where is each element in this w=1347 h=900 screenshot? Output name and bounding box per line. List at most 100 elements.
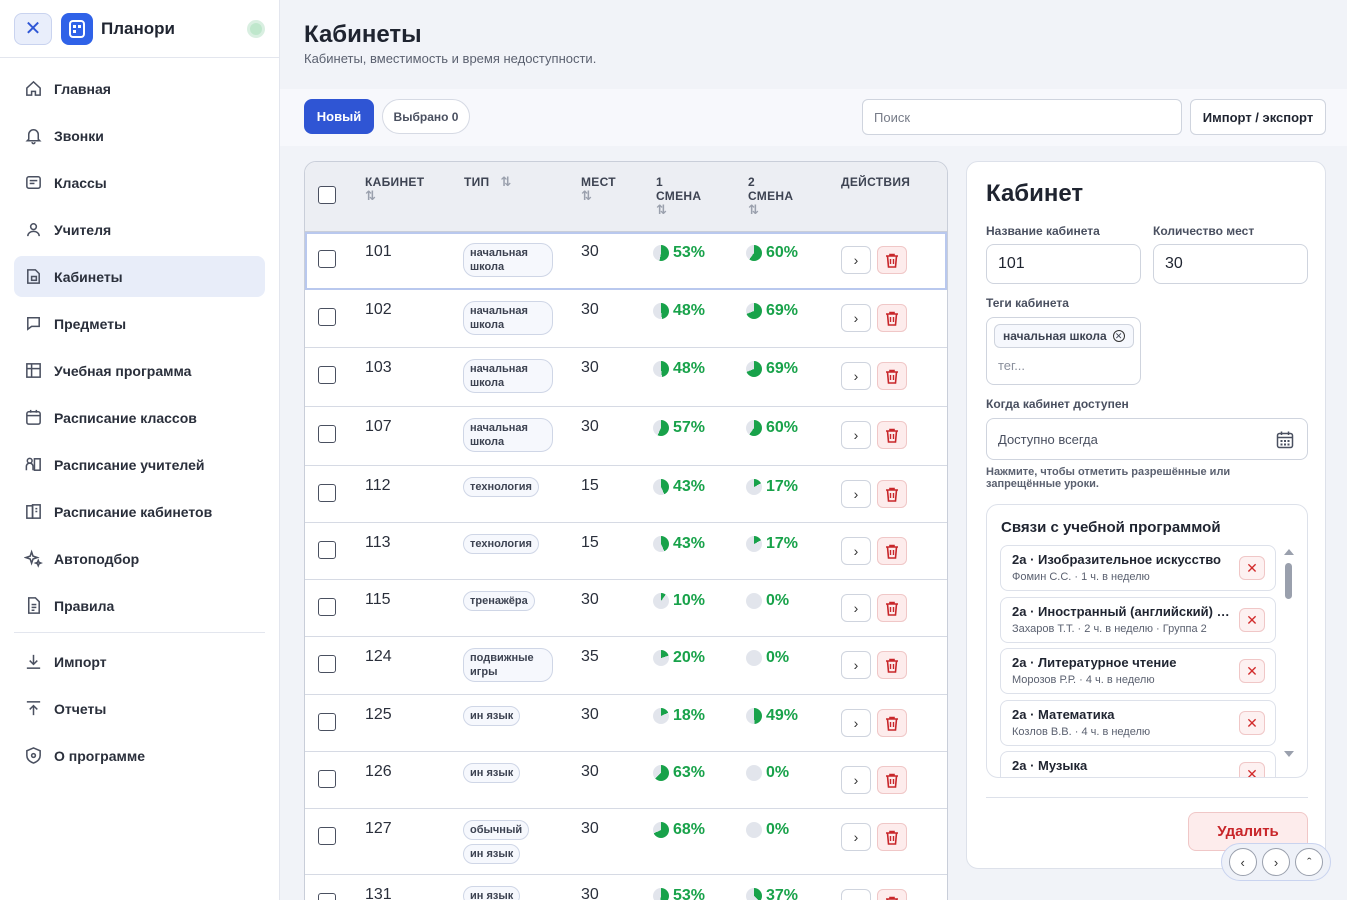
row-checkbox[interactable]	[318, 541, 336, 559]
delete-row-button[interactable]	[877, 480, 907, 508]
selected-count-button[interactable]: Выбрано 0	[382, 99, 470, 134]
calendar-icon[interactable]	[1275, 430, 1295, 450]
open-room-button[interactable]: ›	[841, 480, 871, 508]
curriculum-link-item[interactable]: 2а · Музыка ✕	[1000, 751, 1276, 777]
sidebar-item-room[interactable]: Кабинеты	[14, 256, 265, 297]
scroll-top-button[interactable]: ˆ	[1295, 848, 1324, 876]
row-checkbox[interactable]	[318, 827, 336, 845]
table-row[interactable]: 124 подвижные игры 35 20% 0% ›	[305, 637, 947, 695]
table-row[interactable]: 107 начальная школа 30 57% 60% ›	[305, 407, 947, 466]
room-tags-input[interactable]: начальная школа ✕ тег...	[986, 317, 1141, 385]
close-sidebar-button[interactable]: ✕	[14, 12, 52, 45]
sidebar-item-label: Расписание учителей	[54, 456, 205, 473]
open-room-button[interactable]: ›	[841, 421, 871, 449]
delete-row-button[interactable]	[877, 537, 907, 565]
open-room-button[interactable]: ›	[841, 537, 871, 565]
availability-field[interactable]: Доступно всегда	[986, 418, 1308, 460]
sidebar-item-chat[interactable]: Предметы	[14, 303, 265, 344]
open-room-button[interactable]: ›	[841, 246, 871, 274]
delete-row-button[interactable]	[877, 889, 907, 900]
row-checkbox[interactable]	[318, 308, 336, 326]
row-checkbox[interactable]	[318, 484, 336, 502]
delete-row-button[interactable]	[877, 304, 907, 332]
scroll-down-icon[interactable]	[1284, 751, 1294, 757]
delete-row-button[interactable]	[877, 421, 907, 449]
sidebar-item-document[interactable]: Правила	[14, 585, 265, 626]
next-button[interactable]: ›	[1261, 848, 1290, 876]
delete-row-button[interactable]	[877, 709, 907, 737]
delete-row-button[interactable]	[877, 823, 907, 851]
table-row[interactable]: 126 ин язык 30 63% 0% ›	[305, 752, 947, 809]
delete-row-button[interactable]	[877, 651, 907, 679]
curriculum-link-item[interactable]: 2а · Иностранный (английский) язык Захаро…	[1000, 597, 1276, 643]
curriculum-link-item[interactable]: 2а · Литературное чтение Морозов Р.Р. · 4…	[1000, 648, 1276, 694]
row-checkbox[interactable]	[318, 713, 336, 731]
room-name-field[interactable]: 101	[986, 244, 1141, 284]
sidebar-item-sparkle[interactable]: Автоподбор	[14, 538, 265, 579]
delete-row-button[interactable]	[877, 594, 907, 622]
remove-link-button[interactable]: ✕	[1239, 556, 1265, 580]
shift2-percent: 17%	[766, 535, 799, 552]
tag-placeholder[interactable]: тег...	[998, 358, 1026, 373]
row-checkbox[interactable]	[318, 250, 336, 268]
sidebar-item-teacher-schedule[interactable]: Расписание учителей	[14, 444, 265, 485]
open-room-button[interactable]: ›	[841, 889, 871, 900]
delete-row-button[interactable]	[877, 246, 907, 274]
table-row[interactable]: 115 тренажёра 30 10% 0% ›	[305, 580, 947, 637]
table-row[interactable]: 101 начальная школа 30 53% 60% ›	[305, 232, 947, 290]
delete-row-button[interactable]	[877, 362, 907, 390]
row-checkbox[interactable]	[318, 770, 336, 788]
column-header-shift1[interactable]: 1 СМЕНА ⇅	[656, 175, 701, 217]
open-room-button[interactable]: ›	[841, 304, 871, 332]
delete-row-button[interactable]	[877, 766, 907, 794]
remove-link-button[interactable]: ✕	[1239, 711, 1265, 735]
curriculum-link-item[interactable]: 2а · Изобразительное искусство Фомин С.С.…	[1000, 545, 1276, 591]
remove-link-button[interactable]: ✕	[1239, 762, 1265, 777]
remove-link-button[interactable]: ✕	[1239, 659, 1265, 683]
row-checkbox[interactable]	[318, 893, 336, 900]
open-room-button[interactable]: ›	[841, 651, 871, 679]
open-room-button[interactable]: ›	[841, 823, 871, 851]
scroll-up-icon[interactable]	[1284, 549, 1294, 555]
row-checkbox[interactable]	[318, 366, 336, 384]
open-room-button[interactable]: ›	[841, 362, 871, 390]
sidebar-item-shield[interactable]: О программе	[14, 735, 265, 776]
sidebar-item-home[interactable]: Главная	[14, 68, 265, 109]
links-scrollbar[interactable]	[1284, 549, 1294, 757]
curriculum-link-item[interactable]: 2а · Математика Козлов В.В. · 4 ч. в неде…	[1000, 700, 1276, 746]
sidebar-item-table[interactable]: Учебная программа	[14, 350, 265, 391]
table-row[interactable]: 103 начальная школа 30 48% 69% ›	[305, 348, 947, 407]
sidebar-item-classes[interactable]: Классы	[14, 162, 265, 203]
sidebar-item-download[interactable]: Импорт	[14, 641, 265, 682]
remove-tag-icon[interactable]: ✕	[1112, 330, 1125, 342]
table-row[interactable]: 113 технология 15 43% 17% ›	[305, 523, 947, 580]
select-all-checkbox[interactable]	[318, 186, 336, 204]
column-header-type[interactable]: ТИП ⇅	[464, 175, 512, 190]
table-row[interactable]: 127 обычный ин язык 30 68% 0% ›	[305, 809, 947, 875]
sidebar-item-upload[interactable]: Отчеты	[14, 688, 265, 729]
sidebar-item-bell[interactable]: Звонки	[14, 115, 265, 156]
table-row[interactable]: 112 технология 15 43% 17% ›	[305, 466, 947, 523]
search-input[interactable]	[862, 99, 1182, 135]
open-room-button[interactable]: ›	[841, 766, 871, 794]
open-room-button[interactable]: ›	[841, 709, 871, 737]
column-header-room[interactable]: КАБИНЕТ ⇅	[365, 175, 424, 203]
table-row[interactable]: 102 начальная школа 30 48% 69% ›	[305, 290, 947, 348]
table-row[interactable]: 131 ин язык 30 53% 37% ›	[305, 875, 947, 900]
column-header-seats[interactable]: МЕСТ ⇅	[581, 175, 616, 203]
column-header-shift2[interactable]: 2 СМЕНА ⇅	[748, 175, 793, 217]
scroll-thumb[interactable]	[1285, 563, 1292, 599]
row-checkbox[interactable]	[318, 598, 336, 616]
table-row[interactable]: 125 ин язык 30 18% 49% ›	[305, 695, 947, 752]
sidebar-item-room-schedule[interactable]: Расписание кабинетов	[14, 491, 265, 532]
new-room-button[interactable]: Новый	[304, 99, 374, 134]
open-room-button[interactable]: ›	[841, 594, 871, 622]
import-export-button[interactable]: Импорт / экспорт	[1190, 99, 1326, 135]
remove-link-button[interactable]: ✕	[1239, 608, 1265, 632]
prev-button[interactable]: ‹	[1228, 848, 1257, 876]
row-checkbox[interactable]	[318, 425, 336, 443]
seats-field[interactable]: 30	[1153, 244, 1308, 284]
row-checkbox[interactable]	[318, 655, 336, 673]
sidebar-item-calendar[interactable]: Расписание классов	[14, 397, 265, 438]
sidebar-item-user[interactable]: Учителя	[14, 209, 265, 250]
